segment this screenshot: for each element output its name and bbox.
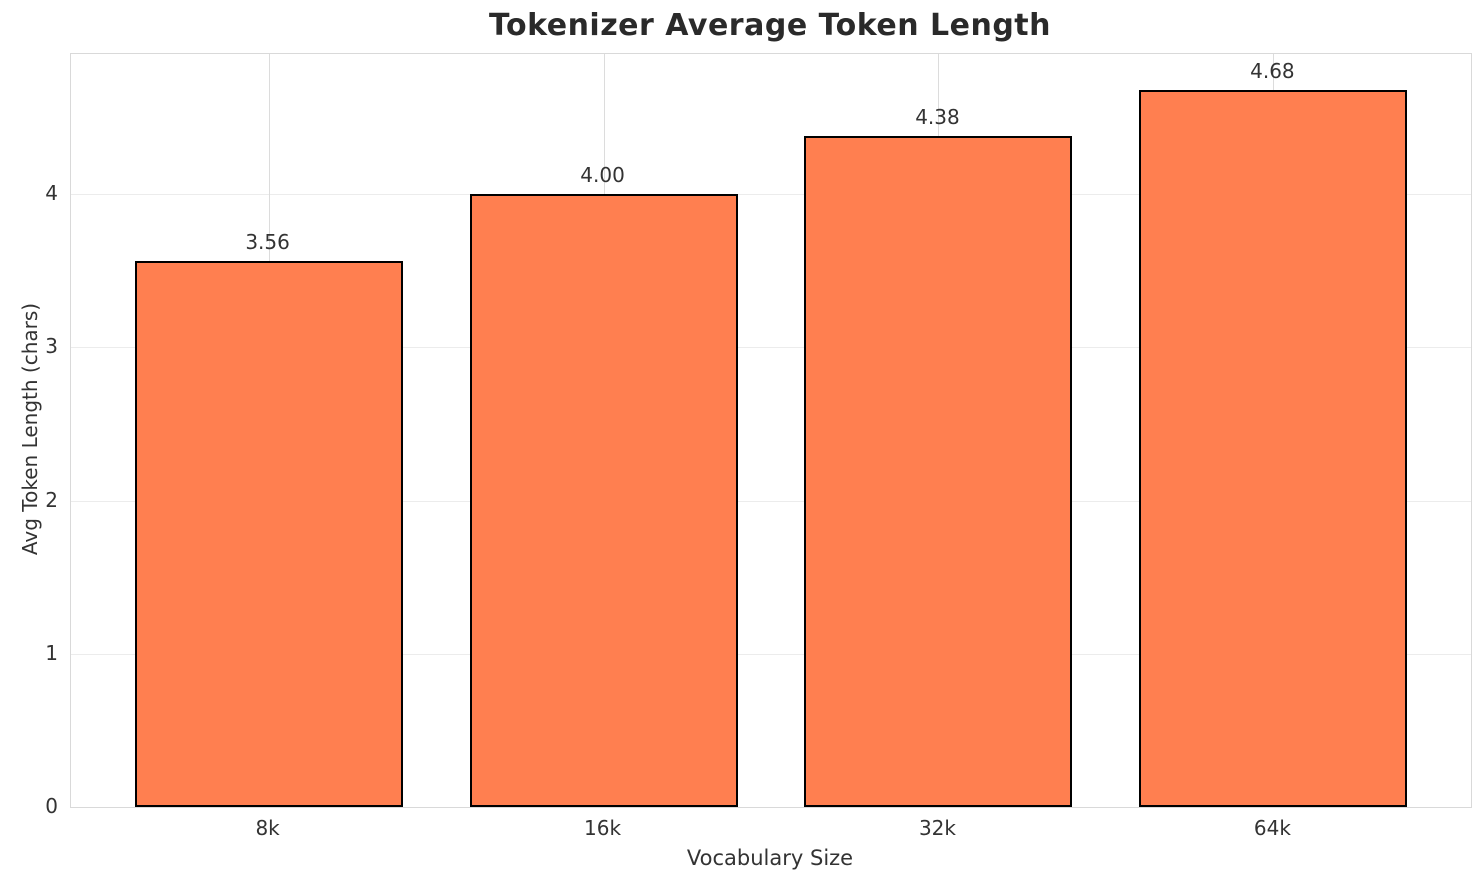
x-tick-label-64k: 64k [1253,816,1291,840]
chart-title: Tokenizer Average Token Length [488,8,1051,43]
y-tick-label: 4 [45,181,58,206]
x-tick-label-16k: 16k [584,816,622,840]
bar-32k [804,135,1073,807]
y-tick-label: 0 [45,794,58,818]
gridline-horizontal [71,500,1471,502]
y-tick-label: 2 [45,487,58,512]
x-tick-label-32k: 32k [918,816,956,840]
bar-value-label: 3.56 [245,230,290,255]
gridline-horizontal [71,347,1471,349]
bar-value-label: 4.38 [915,104,960,129]
y-tick-label: 3 [45,334,58,359]
x-tick-label-8k: 8k [255,816,280,840]
bar-value-label: 4.00 [580,163,625,188]
gridline-horizontal [71,194,1471,196]
x-axis-label: Vocabulary Size [686,846,854,870]
bar-64k [1139,89,1408,807]
bar-8k [134,261,403,807]
y-tick-label: 1 [45,640,58,665]
bar-16k [469,194,738,807]
gridline-horizontal [71,653,1471,655]
plot-area [70,53,1472,808]
bar-value-label: 4.68 [1250,58,1295,83]
